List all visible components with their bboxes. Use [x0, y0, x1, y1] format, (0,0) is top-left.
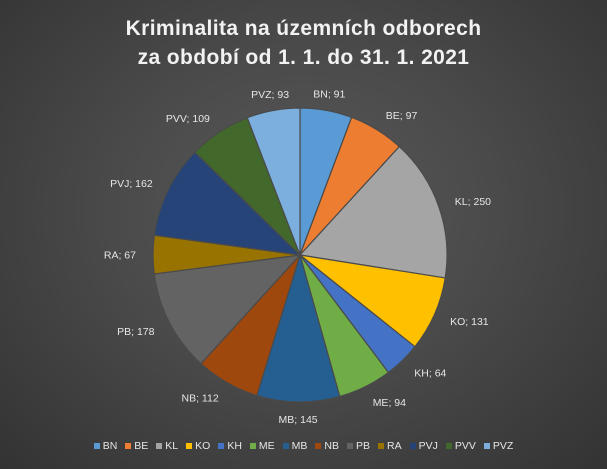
legend-swatch [378, 443, 385, 449]
pie-slice-pvj [153, 151, 302, 256]
legend-item-nb: NB [315, 440, 339, 452]
legend-label: NB [324, 440, 339, 452]
legend-swatch [409, 443, 416, 449]
legend-swatch [315, 443, 322, 449]
legend-label: BN [102, 440, 118, 452]
data-label-pvz: PVZ; 93 [251, 89, 289, 101]
data-label-nb: NB; 112 [182, 392, 219, 404]
data-label-ra: RA; 67 [104, 250, 136, 262]
data-label-me: ME; 94 [373, 397, 406, 409]
legend-swatch [249, 443, 256, 449]
pie-slice-pvz [246, 107, 301, 256]
chart-legend: BN BE KL KO KH ME MB NB PB RA PVJ PVV PVZ [0, 440, 607, 452]
legend-label: ME [258, 440, 275, 452]
data-label-mb: MB; 145 [279, 414, 318, 426]
legend-swatch [483, 443, 490, 449]
data-label-bn: BN; 91 [313, 89, 345, 101]
legend-item-pvv: PVV [445, 440, 476, 452]
legend-swatch [186, 443, 193, 449]
data-label-pvj: PVJ; 162 [110, 178, 153, 190]
legend-label: MB [291, 440, 308, 452]
data-label-kl: KL; 250 [455, 196, 491, 208]
chart-title: Kriminalita na územních odborech za obdo… [0, 14, 607, 72]
legend-item-be: BE [125, 440, 148, 452]
legend-item-mb: MB [282, 440, 308, 452]
legend-item-pb: PB [347, 440, 370, 452]
pie-slice-kl [298, 145, 448, 279]
legend-item-pvz: PVZ [483, 440, 514, 452]
legend-label: PVJ [418, 440, 438, 452]
legend-label: PVV [454, 440, 476, 452]
legend-swatch [218, 443, 225, 449]
legend-label: KH [227, 440, 242, 452]
legend-item-ra: RA [378, 440, 402, 452]
legend-item-pvj: PVJ [409, 440, 438, 452]
chart-title-line-2: za období od 1. 1. do 31. 1. 2021 [137, 46, 470, 69]
legend-label: BE [134, 440, 149, 452]
legend-label: PVZ [492, 440, 514, 452]
data-label-pvv: PVV; 109 [166, 113, 210, 125]
pie-slice-pb [153, 254, 302, 365]
data-label-pb: PB; 178 [117, 326, 155, 338]
legend-label: KL [165, 440, 179, 452]
legend-swatch [282, 443, 289, 449]
legend-label: RA [387, 440, 402, 452]
legend-swatch [445, 443, 452, 449]
legend-label: PB [356, 440, 371, 452]
data-label-ko: KO; 131 [450, 316, 489, 328]
data-label-be: BE; 97 [386, 110, 418, 122]
legend-item-ko: KO [186, 440, 210, 452]
legend-swatch [156, 443, 163, 449]
legend-swatch [125, 443, 132, 449]
legend-item-kl: KL [156, 440, 178, 452]
legend-item-bn: BN [93, 440, 118, 452]
data-label-kh: KH; 64 [414, 368, 446, 380]
legend-item-me: ME [249, 440, 275, 452]
legend-swatch [347, 443, 353, 449]
pie-slice-mb [256, 252, 341, 403]
chart-title-line-1: Kriminalita na územních odborech [125, 17, 482, 40]
legend-label: KO [195, 440, 211, 452]
legend-item-kh: KH [218, 440, 242, 452]
legend-swatch [93, 443, 100, 449]
